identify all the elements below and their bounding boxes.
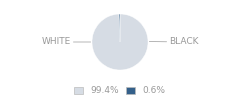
Text: BLACK: BLACK	[149, 38, 199, 46]
Wedge shape	[92, 14, 148, 70]
Wedge shape	[119, 14, 120, 42]
Text: WHITE: WHITE	[42, 38, 91, 46]
Legend: 99.4%, 0.6%: 99.4%, 0.6%	[74, 86, 166, 96]
